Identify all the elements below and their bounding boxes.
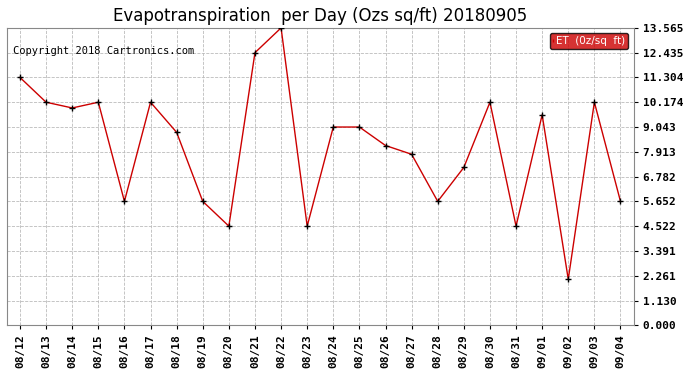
Text: Copyright 2018 Cartronics.com: Copyright 2018 Cartronics.com xyxy=(13,46,195,56)
Legend: ET  (0z/sq  ft): ET (0z/sq ft) xyxy=(550,33,629,50)
Title: Evapotranspiration  per Day (Ozs sq/ft) 20180905: Evapotranspiration per Day (Ozs sq/ft) 2… xyxy=(113,7,527,25)
